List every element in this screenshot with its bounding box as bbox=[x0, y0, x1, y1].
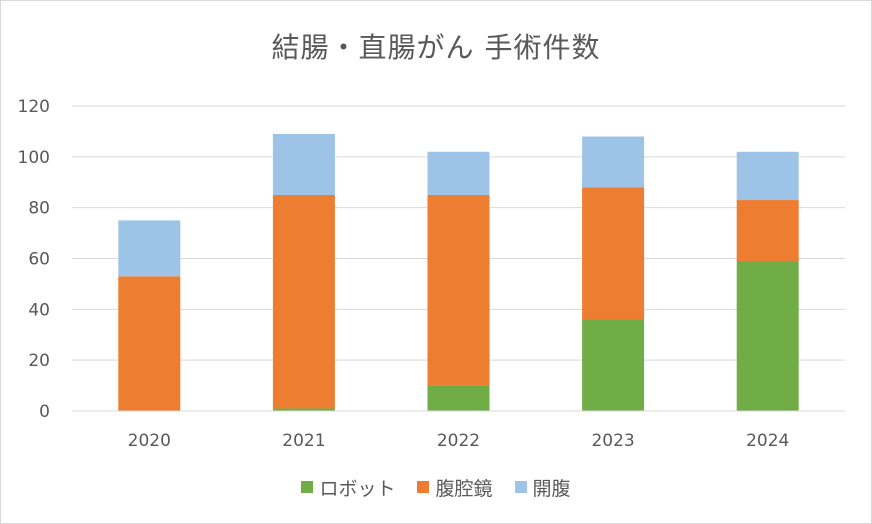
y-axis-ticks: 0 20 40 60 80 100 120 bbox=[18, 97, 50, 422]
bar-segment-2020-1 bbox=[118, 276, 181, 411]
bar-segment-2023-2 bbox=[582, 136, 645, 188]
x-axis-ticks: 2020 2021 2022 2023 2024 bbox=[72, 410, 845, 451]
x-tick-label: 2023 bbox=[591, 431, 634, 451]
bars bbox=[118, 133, 799, 411]
chart-title: 結腸・直腸がん 手術件数 bbox=[271, 31, 601, 64]
bar-segment-2021-0 bbox=[272, 408, 335, 411]
bar-segment-2021-1 bbox=[272, 194, 335, 409]
bar-segment-2022-2 bbox=[427, 151, 490, 195]
bar-segment-2023-0 bbox=[582, 319, 645, 411]
legend-label: 腹腔鏡 bbox=[435, 477, 493, 500]
legend-item: ロボット bbox=[301, 474, 395, 501]
bar-segment-2022-1 bbox=[427, 194, 490, 386]
y-tick-label: 20 bbox=[28, 351, 50, 371]
x-tick-label: 2024 bbox=[746, 431, 789, 451]
y-tick-label: 100 bbox=[18, 148, 50, 168]
x-tick-label: 2021 bbox=[282, 431, 325, 451]
legend-swatch bbox=[514, 481, 527, 493]
y-tick-label: 80 bbox=[28, 199, 50, 219]
legend-swatch bbox=[301, 481, 314, 493]
y-tick-label: 0 bbox=[39, 402, 50, 422]
legend-item: 開腹 bbox=[514, 474, 571, 501]
bar-segment-2021-2 bbox=[272, 133, 335, 195]
legend-swatch bbox=[417, 481, 430, 493]
x-tick-label: 2020 bbox=[128, 431, 171, 451]
x-tick-label: 2022 bbox=[437, 431, 480, 451]
bar-segment-2022-0 bbox=[427, 385, 490, 411]
bar-segment-2024-2 bbox=[736, 151, 799, 201]
legend-label: 開腹 bbox=[532, 477, 571, 500]
legend-item: 腹腔鏡 bbox=[417, 474, 493, 501]
bar-segment-2020-2 bbox=[118, 220, 181, 277]
bar-segment-2024-0 bbox=[736, 261, 799, 411]
legend: ロボット 腹腔鏡 開腹 bbox=[0, 474, 872, 500]
legend-label: ロボット bbox=[319, 477, 396, 500]
y-tick-label: 120 bbox=[18, 97, 50, 117]
bar-segment-2024-1 bbox=[736, 200, 799, 262]
y-tick-label: 40 bbox=[28, 300, 50, 320]
bar-segment-2023-1 bbox=[582, 187, 645, 320]
y-tick-label: 60 bbox=[28, 250, 50, 270]
